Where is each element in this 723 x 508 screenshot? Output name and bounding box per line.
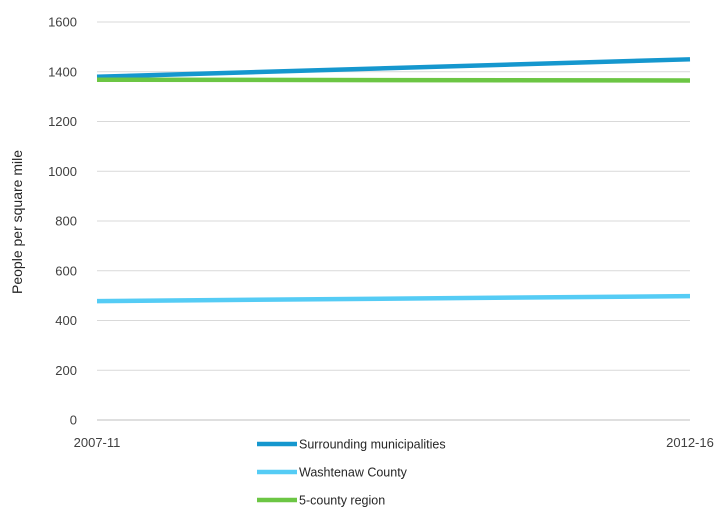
y-tick-label: 600	[55, 263, 77, 278]
y-axis-ticks: 0 200 400 600 800 1000 1200 1400 1600	[48, 15, 77, 428]
series-line	[96, 77, 691, 83]
y-tick-label: 0	[70, 413, 77, 428]
x-tick-label: 2007-11	[74, 435, 121, 450]
legend-item: Surrounding municipalities	[257, 438, 446, 452]
legend-label: 5-county region	[299, 494, 385, 508]
y-tick-label: 1000	[48, 164, 77, 179]
series-line	[96, 293, 691, 304]
legend-item: Washtenaw County	[257, 466, 408, 480]
series-line	[96, 57, 691, 79]
y-tick-label: 1600	[48, 15, 77, 30]
legend: Surrounding municipalities Washtenaw Coun…	[257, 438, 446, 508]
legend-label: Surrounding municipalities	[299, 438, 446, 452]
legend-item: 5-county region	[257, 494, 385, 508]
y-tick-label: 800	[55, 214, 77, 229]
y-tick-label: 400	[55, 313, 77, 328]
x-axis-ticks: 2007-11 2012-16	[74, 435, 714, 450]
series-lines	[96, 57, 691, 304]
y-tick-label: 1400	[48, 64, 77, 79]
y-tick-label: 200	[55, 363, 77, 378]
y-tick-label: 1200	[48, 114, 77, 129]
y-axis-title: People per square mile	[9, 150, 25, 294]
x-tick-label: 2012-16	[666, 435, 714, 450]
legend-label: Washtenaw County	[299, 466, 408, 480]
